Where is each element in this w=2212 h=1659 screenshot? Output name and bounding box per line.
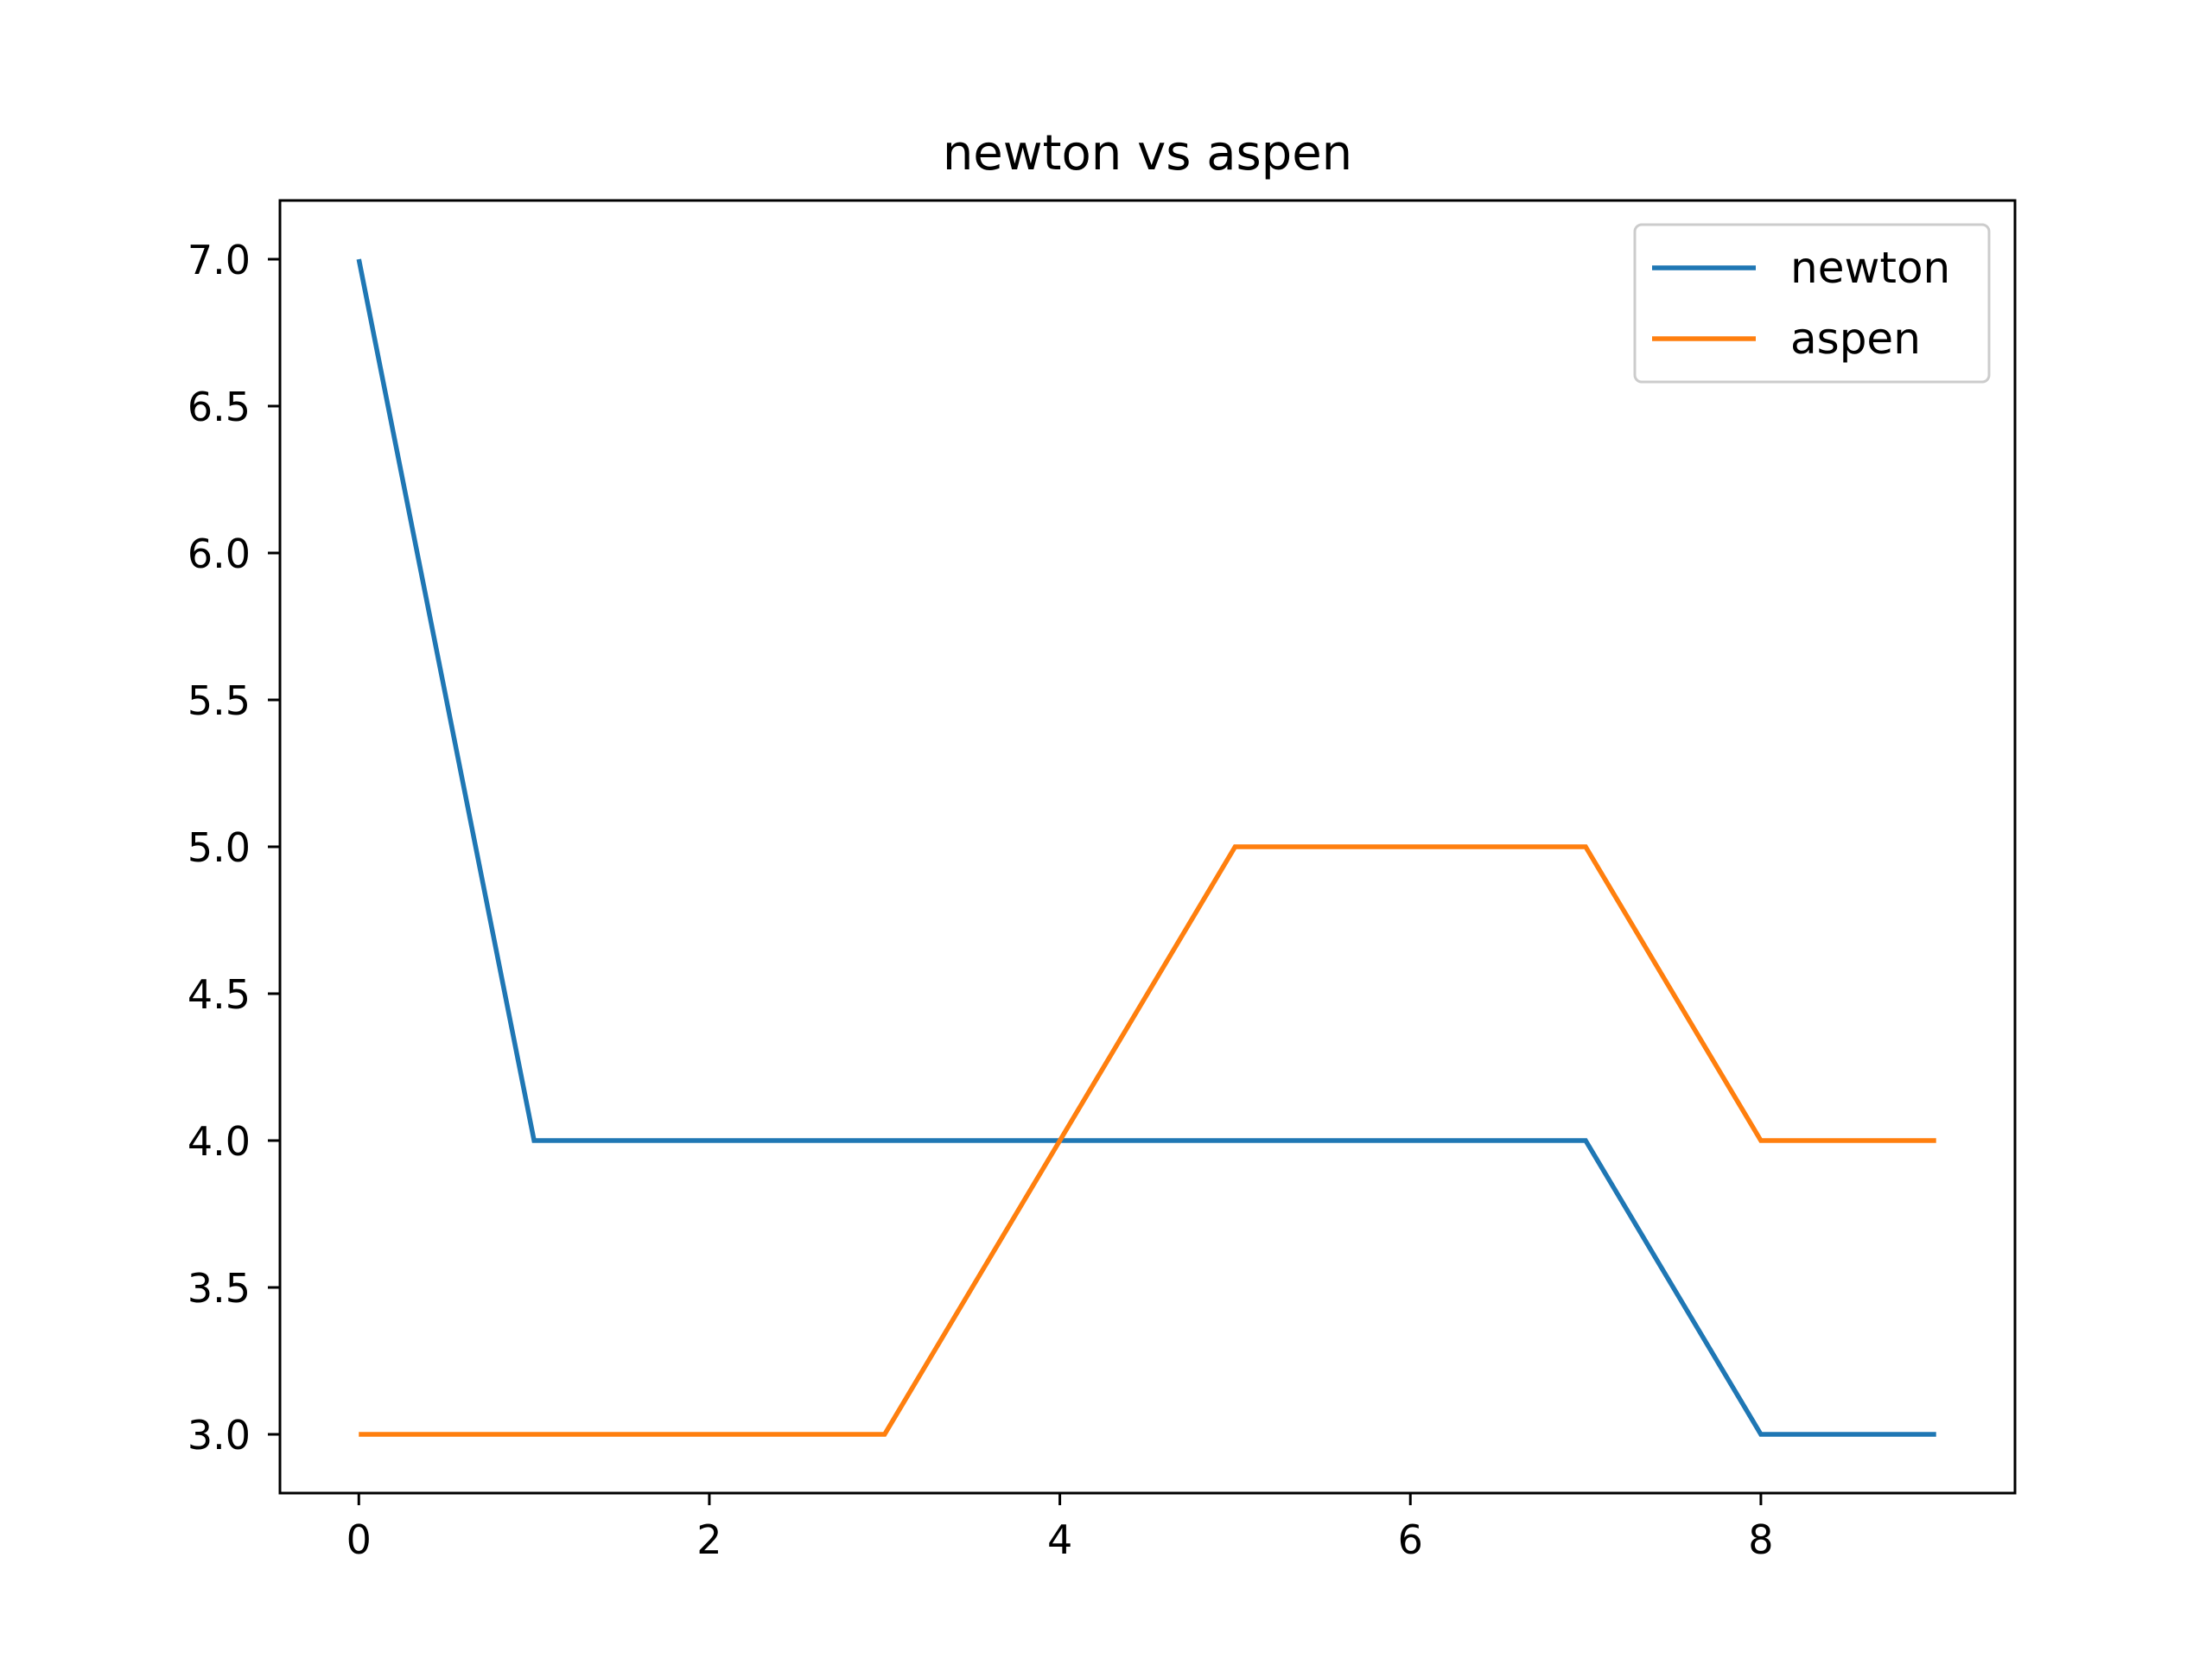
legend-label-aspen: aspen — [1790, 314, 1921, 364]
legend: newton aspen — [1633, 223, 1991, 384]
legend-box — [1633, 223, 1991, 384]
series-line-aspen — [359, 844, 1936, 1437]
y-tick-label: 5.0 — [188, 824, 251, 871]
x-tick-label: 4 — [1047, 1516, 1072, 1563]
x-tick-label: 6 — [1398, 1516, 1423, 1563]
x-tick-label: 8 — [1748, 1516, 1773, 1563]
chart-title: newton vs aspen — [943, 125, 1352, 181]
y-tick-label: 4.0 — [188, 1118, 251, 1165]
x-tick-label: 0 — [346, 1516, 372, 1563]
series-layer — [356, 258, 1936, 1437]
y-tick-label: 6.5 — [188, 384, 251, 430]
y-tick-label: 4.5 — [188, 971, 251, 1018]
x-tick-label: 2 — [696, 1516, 721, 1563]
y-tick-label: 3.0 — [188, 1412, 251, 1459]
y-tick-label: 6.0 — [188, 531, 251, 577]
y-tick-label: 5.5 — [188, 677, 251, 724]
legend-label-newton: newton — [1790, 243, 1950, 293]
y-tick-label: 3.5 — [188, 1265, 251, 1312]
y-axis: 3.0 3.5 4.0 4.5 5.0 5.5 6.0 6.5 7.0 — [188, 237, 280, 1459]
series-line-newton — [356, 258, 1936, 1437]
x-axis: 0 2 4 6 8 — [346, 1493, 1774, 1563]
y-tick-label: 7.0 — [188, 237, 251, 283]
plot-frame — [278, 199, 2017, 1495]
